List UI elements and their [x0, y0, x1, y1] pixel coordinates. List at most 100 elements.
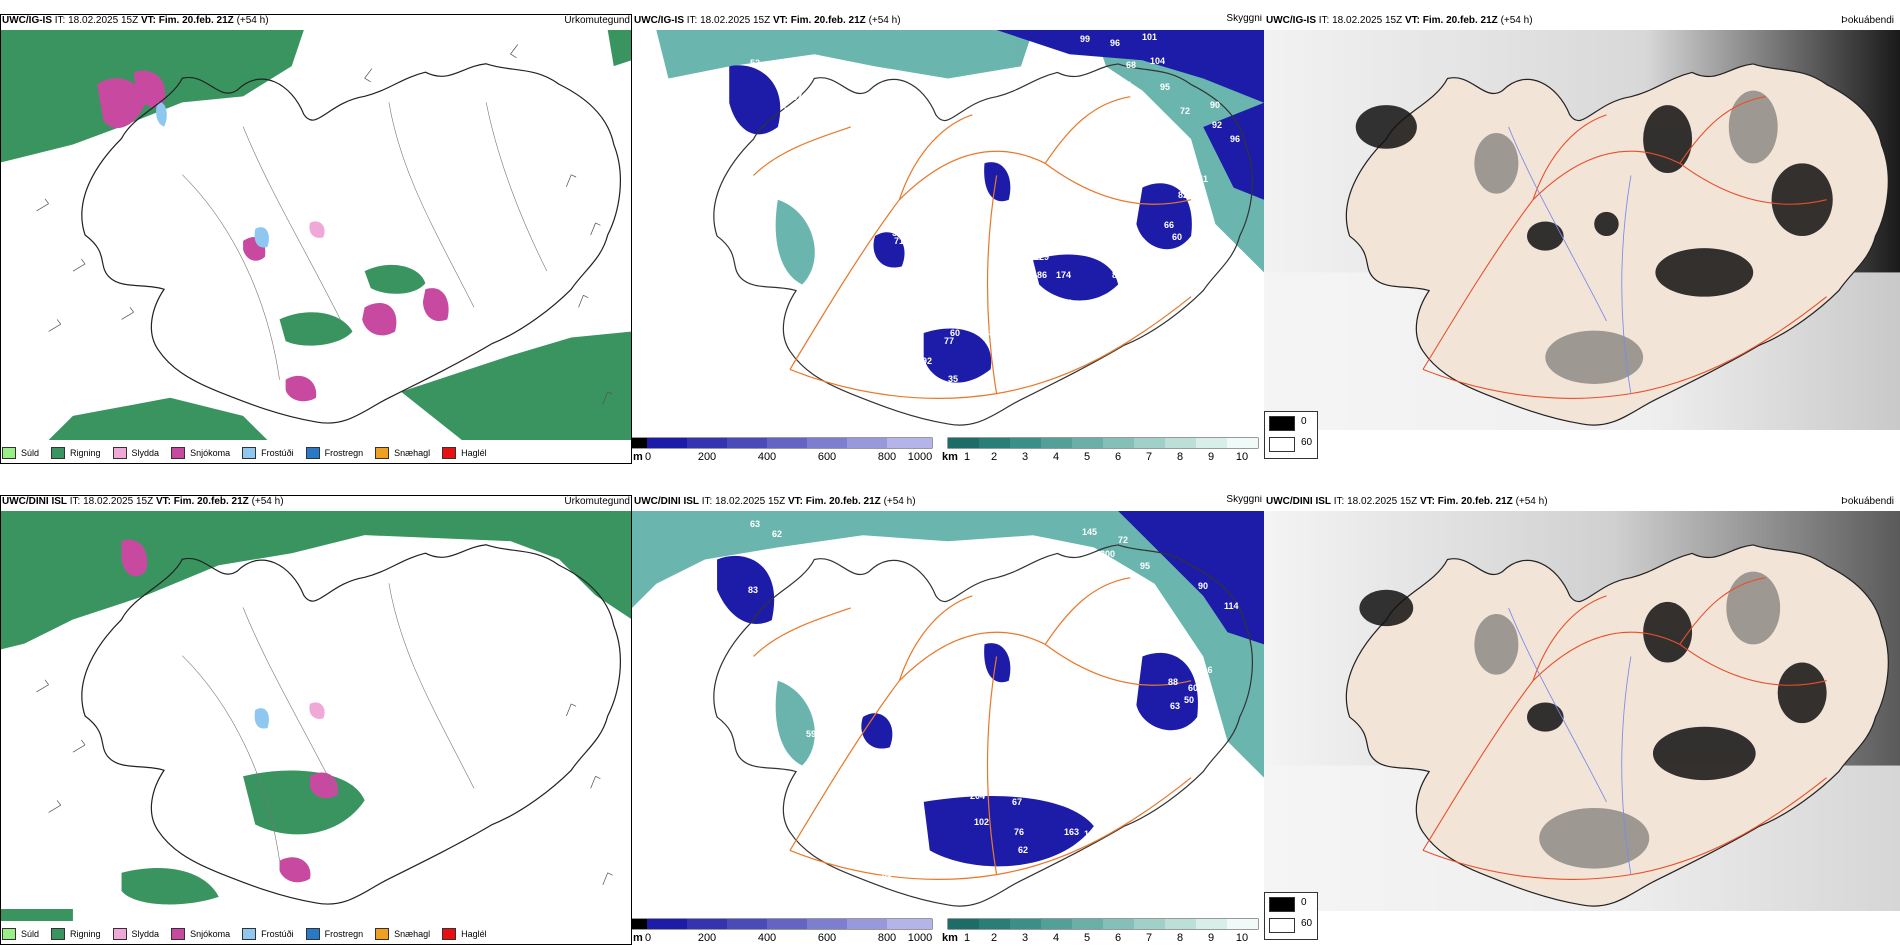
visibility-value-label: 96 [1230, 134, 1240, 144]
precip-map [0, 511, 632, 921]
visibility-value-label: 60 [1172, 232, 1182, 242]
visibility-value-label: 88 [1102, 623, 1112, 633]
visibility-color-scale: m 0 200 400 600 800 1000 km 1 2 3 4 5 6 … [632, 917, 1264, 945]
visibility-value-label: 73 [760, 855, 770, 865]
roads [753, 96, 1192, 399]
visibility-value-label: 92 [1072, 653, 1082, 663]
visibility-value-label: 51 [686, 729, 696, 739]
panel-header: UWC/IG-IS IT: 18.02.2025 15Z VT: Fim. 20… [1266, 15, 1533, 26]
visibility-value-label: 72 [1118, 535, 1128, 545]
visibility-panel-top: UWC/IG-IS IT: 18.02.2025 15Z VT: Fim. 20… [632, 14, 1264, 464]
fog-panel-top: UWC/IG-IS IT: 18.02.2025 15Z VT: Fim. 20… [1264, 14, 1900, 464]
precip-type-panel-top: UWC/IG-IS IT: 18.02.2025 15Z VT: Fim. 20… [0, 14, 632, 464]
visibility-value-label: 59 [1206, 711, 1216, 721]
precip-type-panel-bottom: UWC/DINI ISL IT: 18.02.2025 15Z VT: Fim.… [0, 495, 632, 945]
visibility-map [632, 30, 1264, 430]
fog-dark-areas [1355, 105, 1833, 297]
visibility-value-label: 66 [1164, 220, 1174, 230]
visibility-value-label: 71 [1096, 78, 1106, 88]
snow-area [97, 70, 449, 402]
visibility-value-label: 71 [894, 236, 904, 246]
visibility-value-label: 105 [1104, 609, 1119, 619]
visibility-value-label: 88 [1168, 677, 1178, 687]
fog-map [1264, 511, 1900, 911]
visibility-value-label: 81 [780, 74, 790, 84]
visibility-value-label: 78 [784, 106, 794, 116]
visibility-value-label: 75 [798, 106, 808, 116]
visibility-panel-bottom: UWC/DINI ISL IT: 18.02.2025 15Z VT: Fim.… [632, 495, 1264, 945]
precip-legend: Súld Rigning Slydda Snjókoma Frostúði Fr… [2, 925, 487, 943]
panel-header: UWC/DINI ISL IT: 18.02.2025 15Z VT: Fim.… [1266, 496, 1548, 507]
visibility-value-label: 200 [1100, 549, 1115, 559]
visibility-value-label: 273 [964, 777, 979, 787]
visibility-value-label: 60 [1188, 683, 1198, 693]
panel-title: Úrkomutegund [564, 15, 630, 26]
panel-header: UWC/DINI ISL IT: 18.02.2025 15Z VT: Fim.… [634, 496, 916, 507]
visibility-value-label: 95 [1140, 561, 1150, 571]
visibility-value-label: 92 [922, 356, 932, 366]
visibility-value-label: 93 [1114, 807, 1124, 817]
precip-legend: Súld Rigning Slydda Snjókoma Frostúði Fr… [2, 444, 487, 462]
visibility-value-label: 62 [1184, 246, 1194, 256]
visibility-value-label: 101 [1142, 32, 1157, 42]
visibility-value-label: 85 [792, 563, 802, 573]
fog-panel-bottom: UWC/DINI ISL IT: 18.02.2025 15Z VT: Fim.… [1264, 495, 1900, 945]
visibility-value-label: 96 [1110, 38, 1120, 48]
visibility-value-label: 64 [1062, 298, 1072, 308]
visibility-value-label: 145 [1082, 527, 1097, 537]
visibility-value-label: 87 [792, 92, 802, 102]
visibility-value-label: 74 [1038, 306, 1048, 316]
visibility-value-label: 51 [1134, 777, 1144, 787]
legend-item-frostudi: Frostúði [242, 447, 294, 459]
visibility-value-label: 120 [1104, 595, 1119, 605]
visibility-value-label: 64 [810, 146, 820, 156]
visibility-value-label: 66 [1036, 288, 1046, 298]
visibility-value-label: 62 [1134, 747, 1144, 757]
visibility-value-label: 58 [892, 228, 902, 238]
visibility-value-label: 116 [1198, 665, 1213, 675]
visibility-value-label: 90 [782, 593, 792, 603]
visibility-value-label: 60 [796, 609, 806, 619]
fog-legend: 0 60 [1264, 411, 1318, 459]
visibility-color-scale: m 0 200 400 600 800 1000 km 1 2 3 4 5 6 … [632, 436, 1264, 464]
visibility-value-label: 55 [1150, 767, 1160, 777]
visibility-value-label: 58 [984, 328, 994, 338]
legend-item-rigning: Rigning [51, 447, 101, 459]
visibility-value-label: 88 [916, 366, 926, 376]
panel-header: UWC/DINI ISL IT: 18.02.2025 15Z VT: Fim.… [2, 496, 284, 507]
visibility-value-label: 129 [1034, 252, 1049, 262]
visibility-value-label: 63 [1170, 701, 1180, 711]
visibility-value-label: 72 [1180, 106, 1190, 116]
low-visibility-km [656, 30, 1264, 285]
visibility-value-label: 40 [1076, 328, 1086, 338]
wind-barbs [36, 44, 613, 404]
precip-map [0, 30, 632, 440]
visibility-value-label: 60 [950, 328, 960, 338]
visibility-value-label: 77 [944, 336, 954, 346]
legend-item-snjokoma: Snjókoma [171, 447, 230, 459]
visibility-value-label: 104 [1150, 56, 1165, 66]
visibility-value-label: 95 [1160, 82, 1170, 92]
visibility-value-label: 83 [748, 585, 758, 595]
legend-item-hagel: Haglél [442, 447, 487, 459]
visibility-value-label: 80 [1112, 270, 1122, 280]
visibility-value-label: 204 [970, 791, 985, 801]
visibility-value-label: 57 [770, 751, 780, 761]
roads [1422, 96, 1827, 399]
visibility-value-label: 114 [1224, 601, 1239, 611]
visibility-value-label: 35 [882, 869, 892, 879]
panel-header: UWC/IG-IS IT: 18.02.2025 15Z VT: Fim. 20… [2, 15, 269, 26]
visibility-value-label: 99 [1080, 34, 1090, 44]
legend-item-slydda: Slydda [112, 447, 159, 459]
panel-title: Skyggni [1226, 14, 1262, 24]
legend-item-suld: Súld [2, 447, 39, 459]
visibility-value-label: 141 [1040, 777, 1055, 787]
visibility-value-label: 52 [1108, 300, 1118, 310]
visibility-value-label: 90 [1198, 581, 1208, 591]
legend-item-frostregn: Frostregn [305, 447, 363, 459]
visibility-value-label: 63 [750, 519, 760, 529]
very-low-visibility-m [729, 30, 1264, 383]
visibility-value-label: 163 [1064, 827, 1079, 837]
visibility-value-label: 92 [1212, 120, 1222, 130]
